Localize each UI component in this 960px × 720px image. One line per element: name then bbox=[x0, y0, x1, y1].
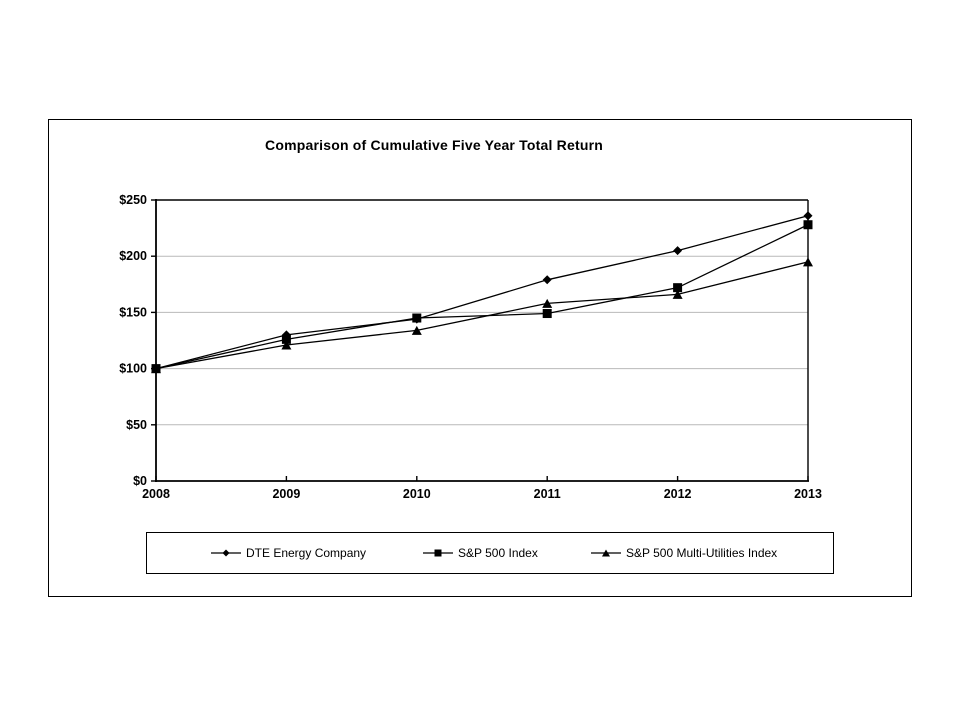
series-point-dte-energy-company bbox=[542, 275, 552, 285]
legend-entry-sp-500-multi-utilities-index: S&P 500 Multi-Utilities Index bbox=[591, 533, 777, 573]
series-point-s-p-500-multi-utilities-index bbox=[151, 364, 161, 374]
y-axis-tick-label: $150 bbox=[119, 305, 147, 319]
x-axis-tick-label: 2012 bbox=[664, 487, 692, 501]
series-point-s-p-500-index bbox=[673, 283, 683, 293]
series-point-s-p-500-multi-utilities-index bbox=[411, 325, 422, 335]
series-point-s-p-500-index bbox=[412, 313, 422, 323]
series-line-s-p-500-multi-utilities-index bbox=[155, 261, 809, 370]
legend-label: DTE Energy Company bbox=[246, 546, 367, 560]
series-point-s-p-500-multi-utilities-index bbox=[672, 289, 683, 299]
legend-entry-sp-500-index: S&P 500 Index bbox=[423, 533, 538, 573]
legend-entry-dte-energy-company: DTE Energy Company bbox=[211, 533, 366, 573]
x-axis-tick-label: 2013 bbox=[794, 487, 822, 501]
series-point-s-p-500-multi-utilities-index bbox=[803, 257, 813, 267]
legend-label: S&P 500 Index bbox=[458, 546, 538, 560]
series-point-dte-energy-company bbox=[673, 246, 683, 256]
chart-title: Comparison of Cumulative Five Year Total… bbox=[265, 137, 603, 153]
x-axis-tick-label: 2010 bbox=[403, 487, 431, 501]
series-point-s-p-500-index bbox=[542, 309, 552, 319]
legend-marker-triangle-icon bbox=[591, 549, 621, 557]
legend-label: S&P 500 Multi-Utilities Index bbox=[626, 546, 778, 560]
series-line-dte-energy-company bbox=[155, 215, 809, 370]
legend-marker-diamond-icon bbox=[211, 549, 241, 557]
y-axis-tick-label: $100 bbox=[119, 362, 147, 376]
plot-area: $0 $50 $100 $150 $200 $250 2008 2009 2010 2011 201… bbox=[119, 193, 822, 501]
chart-frame: Comparison of Cumulative Five Year Total… bbox=[48, 119, 912, 597]
square-marker-icon bbox=[434, 549, 442, 557]
y-axis-tick-label: $50 bbox=[126, 418, 147, 432]
y-axis-tick-label: $250 bbox=[119, 193, 147, 207]
series-point-s-p-500-index bbox=[281, 334, 291, 344]
y-axis-tick-label: $0 bbox=[133, 474, 147, 488]
series-point-dte-energy-company bbox=[803, 211, 813, 221]
series-point-s-p-500-multi-utilities-index bbox=[281, 340, 292, 350]
x-axis-tick-label: 2011 bbox=[534, 487, 561, 501]
legend-marker-square-icon bbox=[423, 549, 453, 557]
series-point-s-p-500-multi-utilities-index bbox=[542, 298, 553, 308]
x-axis-tick-label: 2009 bbox=[272, 487, 300, 501]
triangle-marker-icon bbox=[602, 549, 610, 557]
y-axis-tick-label: $200 bbox=[119, 249, 147, 263]
series-line-s-p-500-index bbox=[155, 224, 809, 370]
legend: DTE Energy Company S&P 500 Index S&P 500… bbox=[146, 532, 834, 574]
diamond-marker-icon bbox=[222, 549, 230, 557]
series-point-s-p-500-index bbox=[803, 220, 813, 230]
x-axis-tick-label: 2008 bbox=[142, 487, 170, 501]
